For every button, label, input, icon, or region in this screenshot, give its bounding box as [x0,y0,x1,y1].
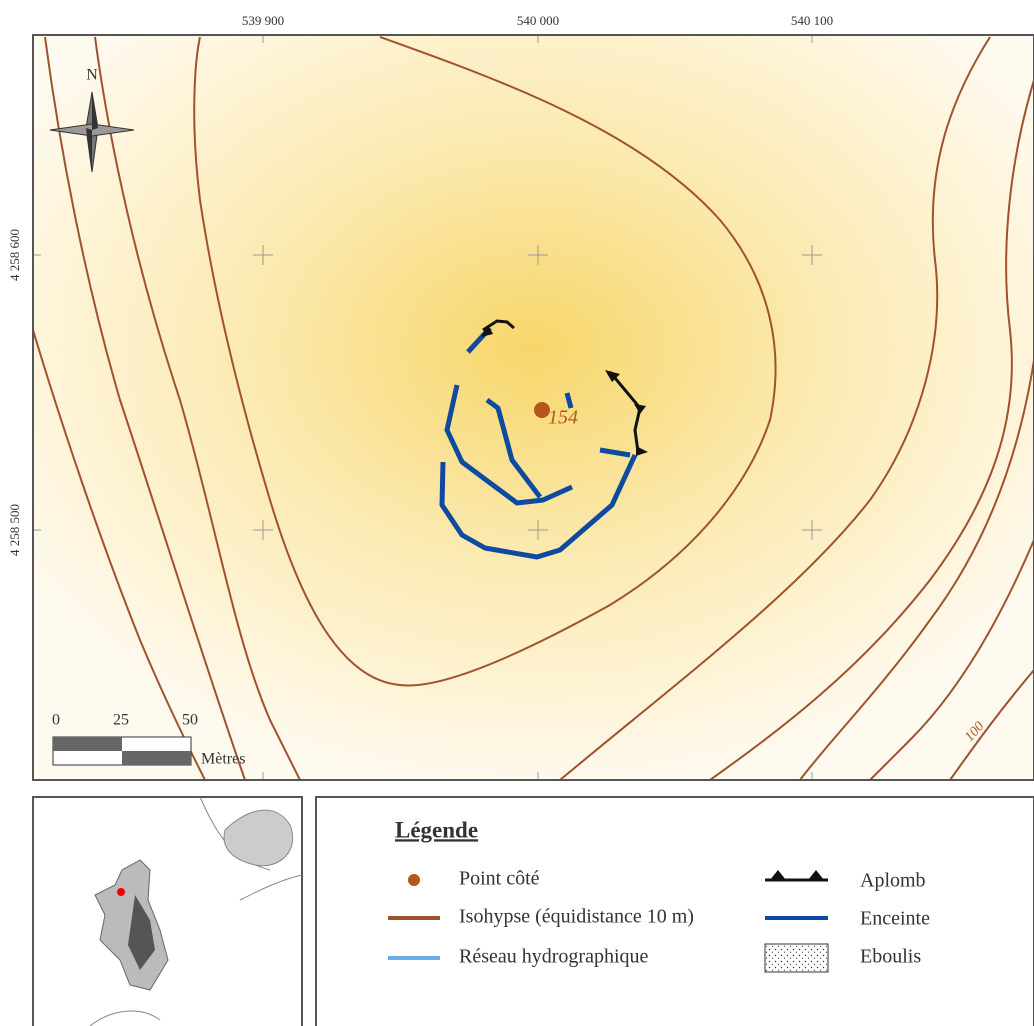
scale-label: 25 [113,712,129,729]
main-map: 154 100 N 0 25 50 Mètres 539 900 540 000… [7,13,1034,780]
legend-label: Réseau hydrographique [459,946,649,968]
map-page: 154 100 N 0 25 50 Mètres 539 900 540 000… [0,0,1034,1026]
legend-title: Légende [395,817,478,842]
legend-label: Eboulis [860,946,921,968]
legend-label: Enceinte [860,908,930,930]
north-label: N [86,67,98,84]
spot-height-label: 154 [548,407,578,429]
legend-label: Isohypse (équidistance 10 m) [459,906,694,928]
location-marker [117,888,125,896]
scale-unit: Mètres [201,751,245,768]
x-coordinate: 540 000 [517,13,559,28]
legend-label: Point côté [459,868,540,890]
legend: Légende Point côté Isohypse (équidistanc… [316,797,1034,1026]
scale-label: 0 [52,712,60,729]
inset-map [33,797,302,1026]
legend-label: Aplomb [860,870,926,892]
x-coordinate: 539 900 [242,13,284,28]
y-coordinate: 4 258 500 [7,504,22,556]
scale-label: 50 [182,712,198,729]
x-coordinate: 540 100 [791,13,833,28]
y-coordinate: 4 258 600 [7,229,22,281]
